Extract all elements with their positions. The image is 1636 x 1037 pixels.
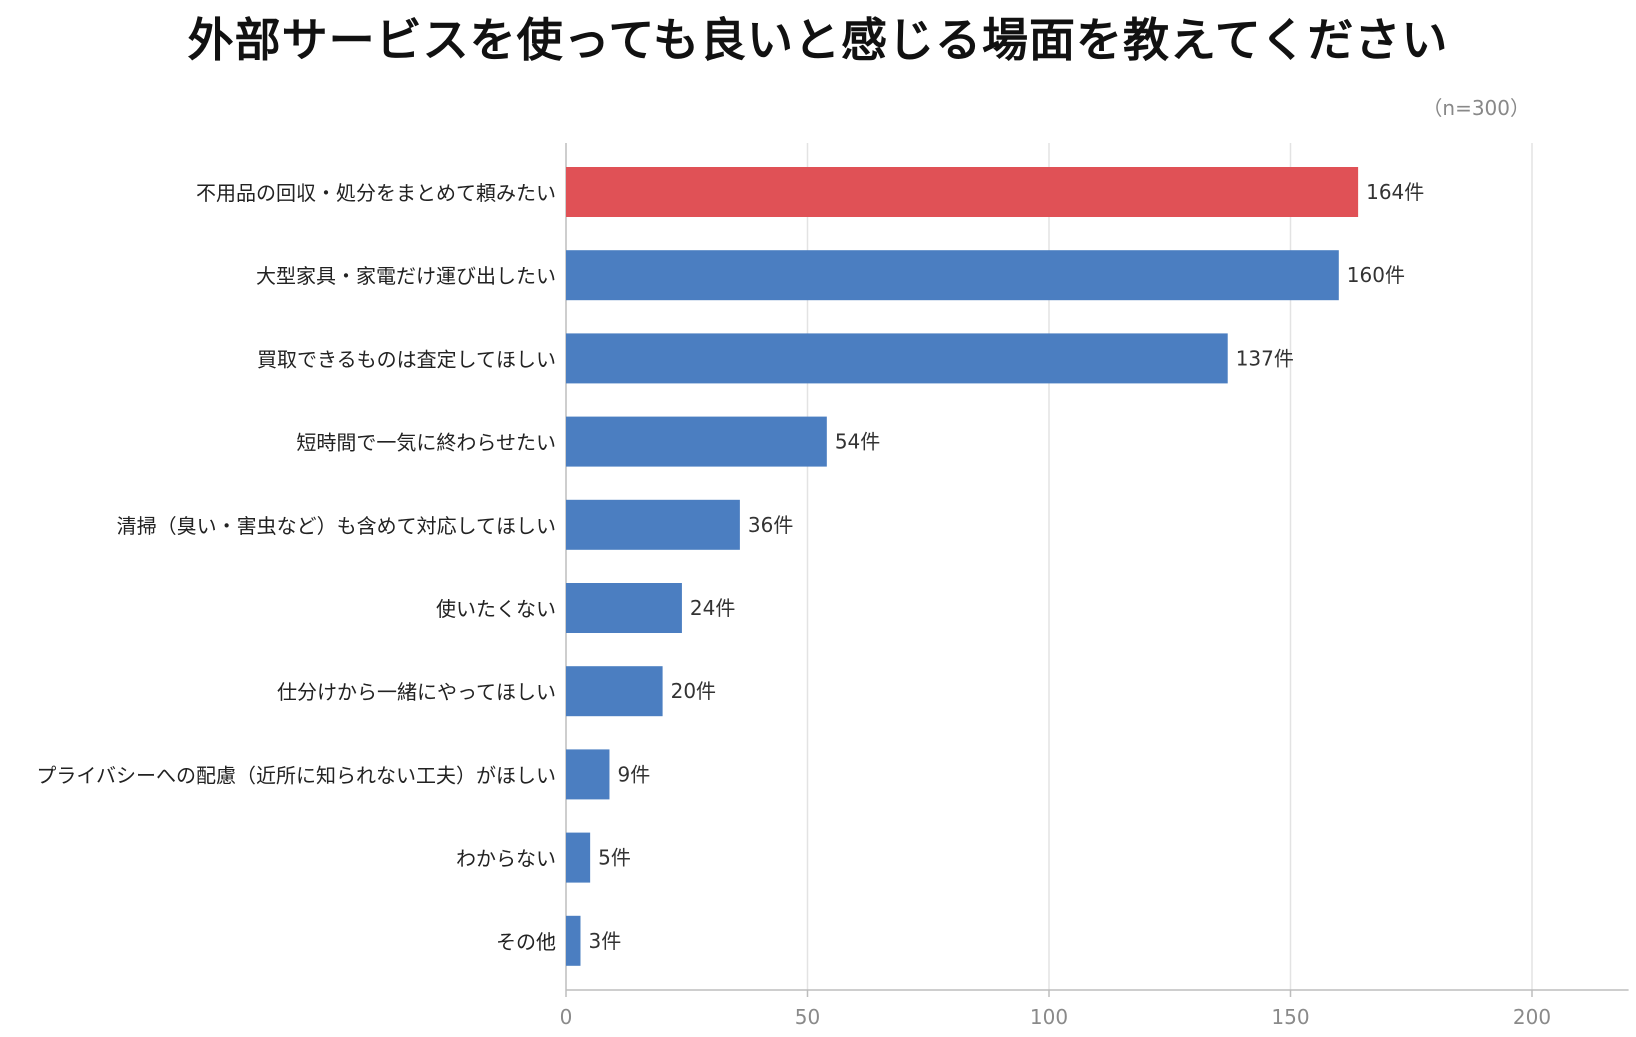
bar bbox=[566, 416, 827, 467]
bar bbox=[566, 499, 740, 550]
value-label: 54件 bbox=[835, 430, 880, 454]
category-label: 短時間で一気に終わらせたい bbox=[296, 431, 556, 455]
bar bbox=[566, 749, 610, 800]
value-label: 137件 bbox=[1236, 346, 1294, 370]
category-label: 清掃（臭い・害虫など）も含めて対応してほしい bbox=[117, 514, 556, 538]
chart-title: 外部サービスを使っても良いと感じる場面を教えてください bbox=[187, 13, 1449, 67]
x-tick-label: 150 bbox=[1271, 1005, 1309, 1029]
value-label: 24件 bbox=[690, 596, 735, 620]
category-label: 使いたくない bbox=[436, 597, 556, 621]
x-tick-label: 0 bbox=[560, 1005, 573, 1029]
value-label: 9件 bbox=[617, 762, 650, 786]
category-label: 大型家具・家電だけ運び出したい bbox=[256, 264, 556, 288]
value-label: 160件 bbox=[1347, 263, 1405, 287]
category-label: その他 bbox=[496, 930, 556, 954]
bar bbox=[566, 250, 1339, 301]
category-label: 買取できるものは査定してほしい bbox=[257, 347, 556, 371]
value-label: 5件 bbox=[598, 846, 631, 870]
category-label: プライバシーへの配慮（近所に知られない工夫）がほしい bbox=[36, 763, 556, 787]
bar bbox=[566, 167, 1359, 217]
x-tick-label: 50 bbox=[795, 1005, 820, 1029]
category-label: 不用品の回収・処分をまとめて頼みたい bbox=[196, 181, 556, 205]
category-label: 仕分けから一緒にやってほしい bbox=[277, 680, 556, 704]
value-label: 164件 bbox=[1366, 180, 1424, 204]
value-label: 3件 bbox=[588, 929, 621, 953]
bar bbox=[566, 832, 591, 883]
bar bbox=[566, 333, 1228, 384]
value-label: 20件 bbox=[671, 679, 716, 703]
bar bbox=[566, 583, 682, 633]
x-tick-label: 100 bbox=[1030, 1005, 1068, 1029]
value-label: 36件 bbox=[748, 513, 793, 537]
category-label: わからない bbox=[456, 847, 556, 871]
bar bbox=[566, 666, 663, 717]
sample-size-note: （n=300） bbox=[1422, 96, 1530, 120]
x-tick-label: 200 bbox=[1513, 1005, 1551, 1029]
bar bbox=[566, 915, 581, 966]
